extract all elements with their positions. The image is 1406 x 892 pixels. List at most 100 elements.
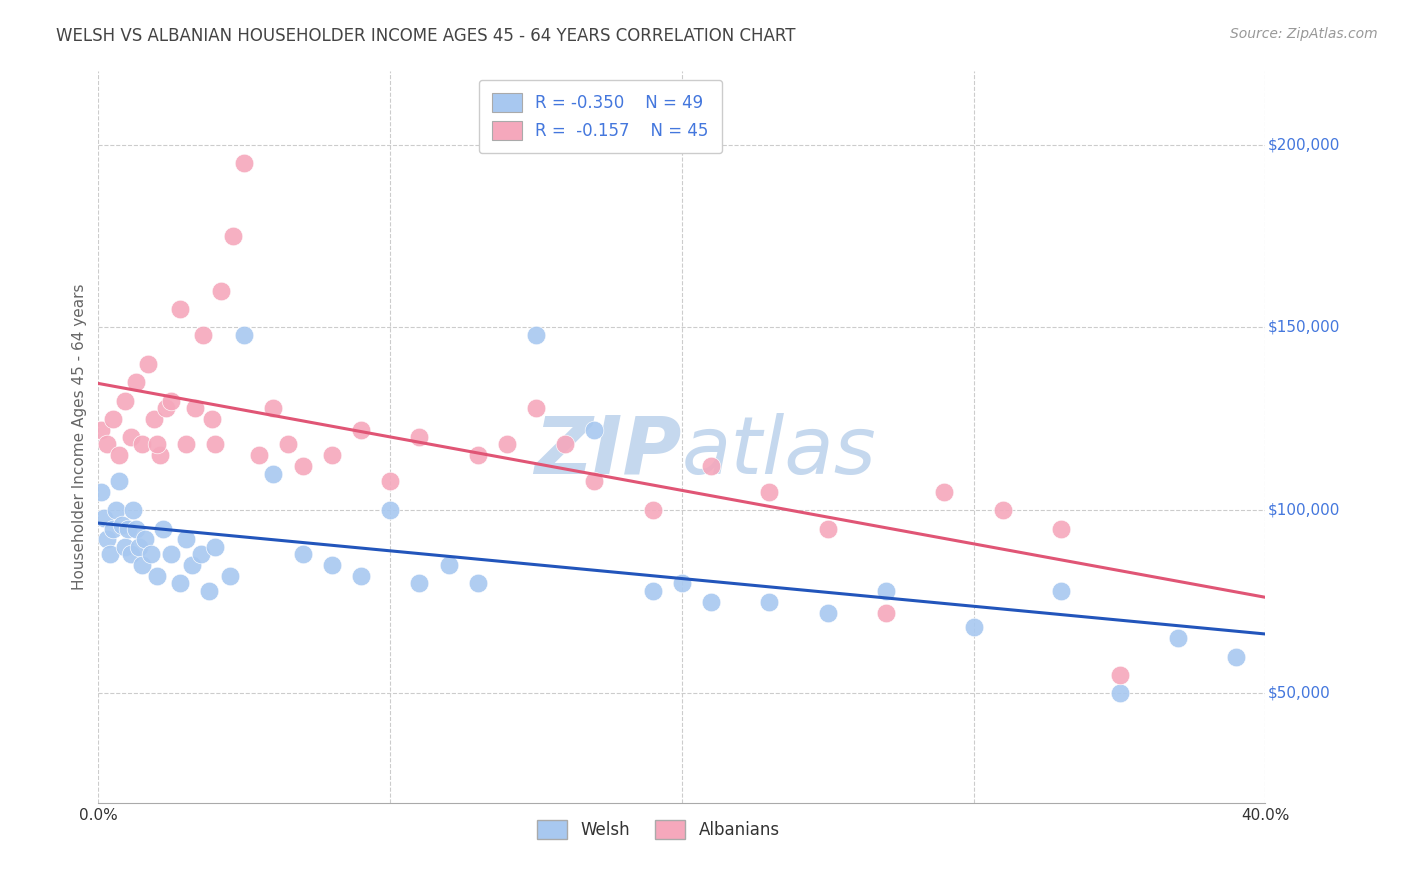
- Point: [1108, 667, 1130, 681]
- Point: [122, 503, 145, 517]
- Point: [117, 521, 139, 535]
- Point: [152, 521, 174, 535]
- Point: [120, 430, 142, 444]
- Point: [408, 430, 430, 444]
- Legend: Welsh, Albanians: Welsh, Albanians: [530, 814, 786, 846]
- Point: [262, 467, 284, 481]
- Point: [169, 576, 191, 591]
- Point: [233, 327, 256, 342]
- Point: [1050, 521, 1073, 535]
- Point: [193, 327, 215, 342]
- Point: [174, 437, 197, 451]
- Point: [101, 521, 124, 535]
- Point: [1108, 686, 1130, 700]
- Point: [671, 576, 693, 591]
- Point: [149, 448, 172, 462]
- Point: [204, 437, 226, 451]
- Point: [991, 503, 1014, 517]
- Point: [134, 533, 156, 547]
- Point: [934, 484, 956, 499]
- Point: [380, 503, 402, 517]
- Point: [174, 533, 197, 547]
- Text: $150,000: $150,000: [1268, 320, 1340, 334]
- Point: [96, 437, 118, 451]
- Point: [190, 547, 212, 561]
- Point: [700, 594, 723, 608]
- Point: [209, 284, 232, 298]
- Point: [90, 423, 112, 437]
- Point: [96, 533, 118, 547]
- Point: [962, 620, 984, 634]
- Point: [321, 448, 343, 462]
- Point: [350, 569, 373, 583]
- Point: [128, 540, 150, 554]
- Point: [524, 327, 547, 342]
- Point: [131, 558, 153, 573]
- Point: [758, 594, 780, 608]
- Point: [114, 393, 136, 408]
- Point: [1050, 583, 1073, 598]
- Point: [291, 547, 314, 561]
- Point: [169, 301, 191, 317]
- Text: $50,000: $50,000: [1268, 686, 1330, 700]
- Point: [204, 540, 226, 554]
- Point: [380, 474, 402, 488]
- Point: [108, 448, 131, 462]
- Point: [758, 484, 780, 499]
- Point: [101, 411, 124, 425]
- Point: [437, 558, 460, 573]
- Text: WELSH VS ALBANIAN HOUSEHOLDER INCOME AGES 45 - 64 YEARS CORRELATION CHART: WELSH VS ALBANIAN HOUSEHOLDER INCOME AGE…: [56, 27, 796, 45]
- Point: [146, 569, 169, 583]
- Point: [291, 459, 314, 474]
- Point: [554, 437, 576, 451]
- Point: [160, 547, 183, 561]
- Point: [221, 228, 243, 243]
- Point: [155, 401, 177, 415]
- Point: [183, 401, 205, 415]
- Point: [583, 423, 606, 437]
- Point: [180, 558, 202, 573]
- Text: atlas: atlas: [682, 413, 877, 491]
- Point: [700, 459, 723, 474]
- Text: $100,000: $100,000: [1268, 503, 1340, 517]
- Point: [93, 510, 115, 524]
- Point: [262, 401, 284, 415]
- Point: [277, 437, 299, 451]
- Point: [131, 437, 153, 451]
- Point: [817, 606, 839, 620]
- Point: [120, 547, 142, 561]
- Point: [90, 484, 112, 499]
- Text: Source: ZipAtlas.com: Source: ZipAtlas.com: [1230, 27, 1378, 41]
- Point: [139, 547, 162, 561]
- Point: [350, 423, 373, 437]
- Point: [496, 437, 519, 451]
- Text: $200,000: $200,000: [1268, 137, 1340, 152]
- Point: [641, 583, 664, 598]
- Point: [524, 401, 547, 415]
- Point: [247, 448, 270, 462]
- Point: [1167, 632, 1189, 646]
- Y-axis label: Householder Income Ages 45 - 64 years: Householder Income Ages 45 - 64 years: [72, 284, 87, 591]
- Point: [583, 474, 606, 488]
- Point: [467, 448, 489, 462]
- Point: [125, 375, 148, 389]
- Point: [641, 503, 664, 517]
- Point: [98, 547, 121, 561]
- Point: [817, 521, 839, 535]
- Point: [111, 517, 134, 532]
- Point: [142, 411, 165, 425]
- Point: [160, 393, 183, 408]
- Point: [146, 437, 169, 451]
- Point: [233, 155, 256, 169]
- Point: [218, 569, 240, 583]
- Point: [198, 583, 221, 598]
- Point: [104, 503, 127, 517]
- Point: [875, 583, 897, 598]
- Point: [467, 576, 489, 591]
- Point: [321, 558, 343, 573]
- Point: [136, 357, 159, 371]
- Point: [114, 540, 136, 554]
- Point: [408, 576, 430, 591]
- Point: [108, 474, 131, 488]
- Point: [875, 606, 897, 620]
